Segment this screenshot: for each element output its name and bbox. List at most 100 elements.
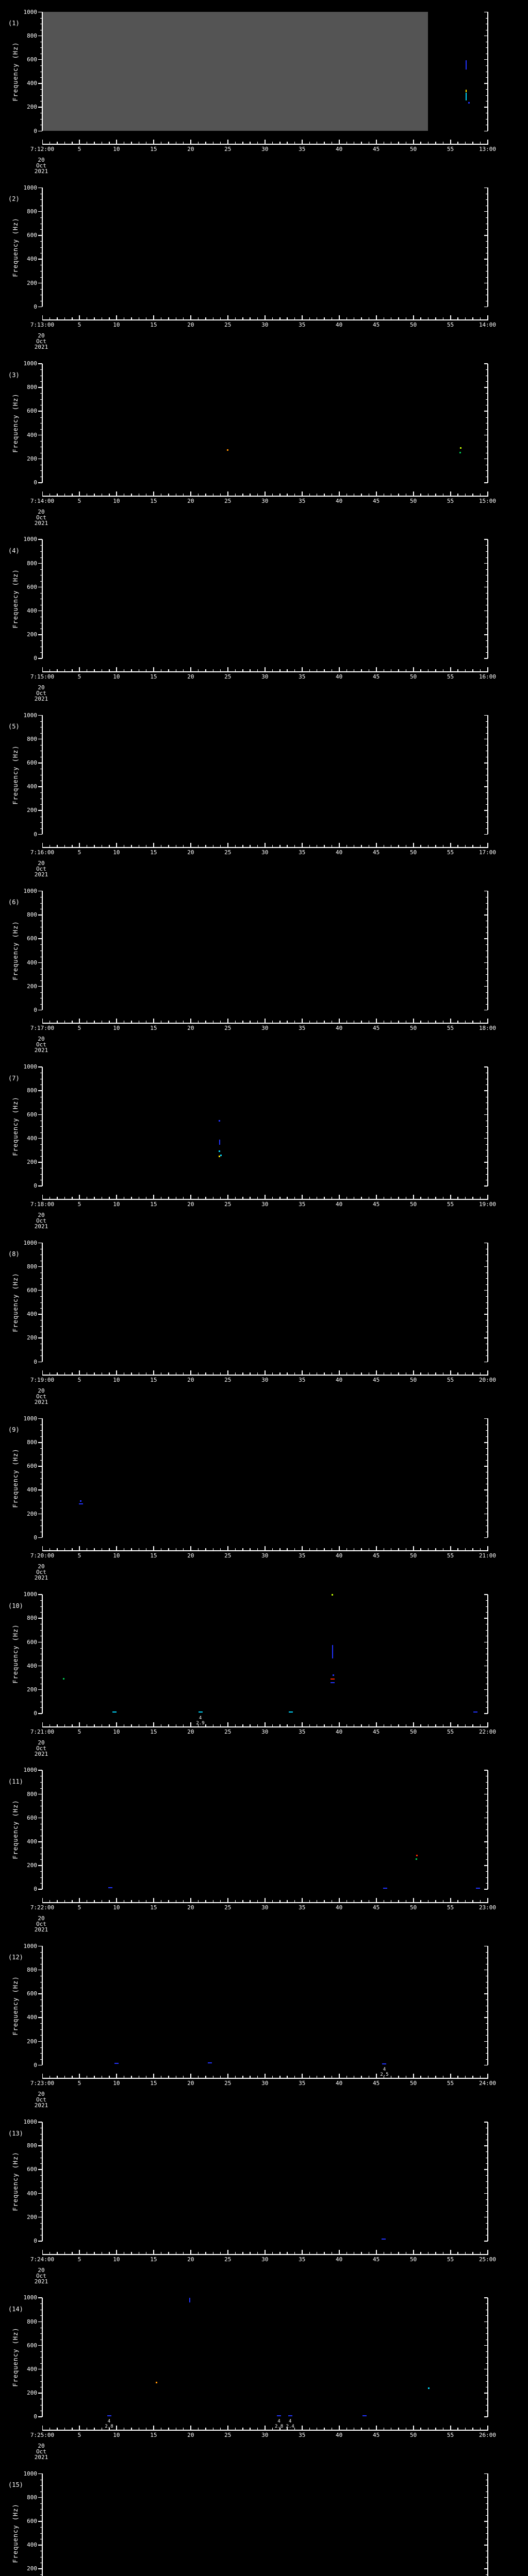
y-minor-tick-right (485, 551, 488, 552)
x-minor-tick (309, 1548, 310, 1551)
x-minor-tick (183, 2251, 184, 2254)
gray-gap-block (42, 12, 428, 131)
x-minor-tick (131, 1372, 132, 1375)
y-axis-left (42, 715, 43, 835)
x-minor-tick (175, 1021, 177, 1023)
x-minor-tick (57, 1548, 58, 1551)
x-major-tick (265, 140, 266, 144)
x-minor-tick (242, 845, 243, 848)
x-minor-tick (316, 142, 318, 144)
x-minor-tick (272, 1900, 273, 1902)
x-tick-label: 50 (409, 1200, 417, 1208)
y-minor-tick (40, 1296, 42, 1297)
y-minor-tick (40, 247, 42, 248)
x-minor-tick (220, 142, 221, 144)
x-minor-tick (435, 1372, 436, 1375)
x-minor-tick (390, 845, 392, 848)
start-time-label: 7:12:00 (30, 146, 55, 152)
x-minor-tick (242, 1196, 243, 1199)
date-label: Oct (36, 1041, 46, 1048)
end-time-label: 26:00 (478, 2431, 497, 2438)
y-major-tick (38, 1466, 42, 1467)
y-minor-tick (40, 2199, 42, 2200)
x-major-tick (265, 491, 266, 496)
x-minor-tick (160, 1900, 162, 1902)
x-tick-label: 30 (261, 321, 269, 329)
x-minor-tick (368, 142, 370, 144)
x-minor-tick (250, 1548, 251, 1551)
x-major-tick (153, 1019, 154, 1023)
x-major-tick (450, 315, 451, 320)
x-minor-tick (242, 1372, 243, 1375)
x-tick-label: 20 (187, 2080, 194, 2087)
y-major-tick (38, 1418, 42, 1419)
y-minor-tick (40, 2574, 42, 2575)
y-minor-tick (40, 289, 42, 290)
x-minor-tick (49, 1372, 51, 1375)
x-major-tick (79, 1370, 80, 1375)
end-time-label: 22:00 (478, 1728, 497, 1735)
y-axis-left (42, 539, 43, 658)
y-major-tick-right (484, 986, 488, 987)
y-axis-left (42, 1946, 43, 2065)
event-marker (416, 1855, 418, 1857)
x-minor-tick (64, 2251, 65, 2254)
y-minor-tick (40, 2381, 42, 2382)
x-major-tick (190, 1370, 191, 1375)
y-minor-tick-right (485, 592, 488, 594)
x-tick-label: 35 (299, 1025, 306, 1032)
x-tick-label: 40 (336, 1377, 343, 1384)
y-major-tick (38, 235, 42, 236)
x-major-tick (450, 1194, 451, 1199)
x-minor-tick (294, 317, 295, 320)
y-tick-label: 200 (27, 807, 37, 814)
x-minor-tick (250, 2076, 251, 2078)
x-minor-tick (353, 1372, 355, 1375)
x-minor-tick (294, 2076, 295, 2078)
x-major-tick (265, 1019, 266, 1023)
y-major-tick (38, 2122, 42, 2123)
x-tick-label: 35 (299, 849, 306, 856)
y-tick-label: 1000 (23, 1591, 38, 1598)
x-minor-tick (457, 2427, 458, 2430)
x-minor-tick (457, 669, 458, 671)
event-marker (382, 2063, 387, 2064)
x-minor-tick (220, 493, 221, 496)
x-minor-tick (86, 317, 88, 320)
y-axis-left (42, 2122, 43, 2241)
x-minor-tick (480, 669, 481, 671)
x-minor-tick (420, 669, 421, 671)
x-minor-tick (64, 2427, 65, 2430)
x-minor-tick (287, 2251, 288, 2254)
x-major-tick (302, 1194, 303, 1199)
x-minor-tick (205, 2076, 206, 2078)
x-major-tick (190, 1897, 191, 1902)
x-minor-tick (72, 2427, 73, 2430)
y-major-tick-right (484, 2393, 488, 2394)
x-minor-tick (383, 669, 385, 671)
x-minor-tick (250, 1021, 251, 1023)
y-minor-tick-right (485, 1296, 488, 1297)
x-minor-tick (235, 1021, 236, 1023)
x-major-tick (339, 1019, 340, 1023)
x-major-tick (450, 2425, 451, 2430)
x-minor-tick (309, 1900, 310, 1902)
x-minor-tick (294, 1021, 295, 1023)
x-minor-tick (257, 2251, 258, 2254)
y-minor-tick-right (485, 2023, 488, 2024)
x-minor-tick (197, 2251, 199, 2254)
y-axis-title: Frequency (Hz) (12, 41, 19, 101)
date-label: 2021 (34, 1574, 48, 1582)
y-tick-label: 200 (27, 2389, 37, 2397)
y-major-tick (38, 2545, 42, 2546)
x-major-tick (265, 1722, 266, 1726)
x-tick-label: 45 (373, 673, 380, 680)
y-minor-tick-right (485, 1004, 488, 1005)
x-minor-tick (361, 317, 362, 320)
x-major-tick (450, 140, 451, 144)
y-tick-label: 800 (27, 2318, 37, 2325)
y-axis-title: Frequency (Hz) (12, 1624, 19, 1684)
y-minor-tick (40, 1144, 42, 1145)
x-minor-tick (465, 1372, 466, 1375)
y-major-tick (38, 363, 42, 364)
